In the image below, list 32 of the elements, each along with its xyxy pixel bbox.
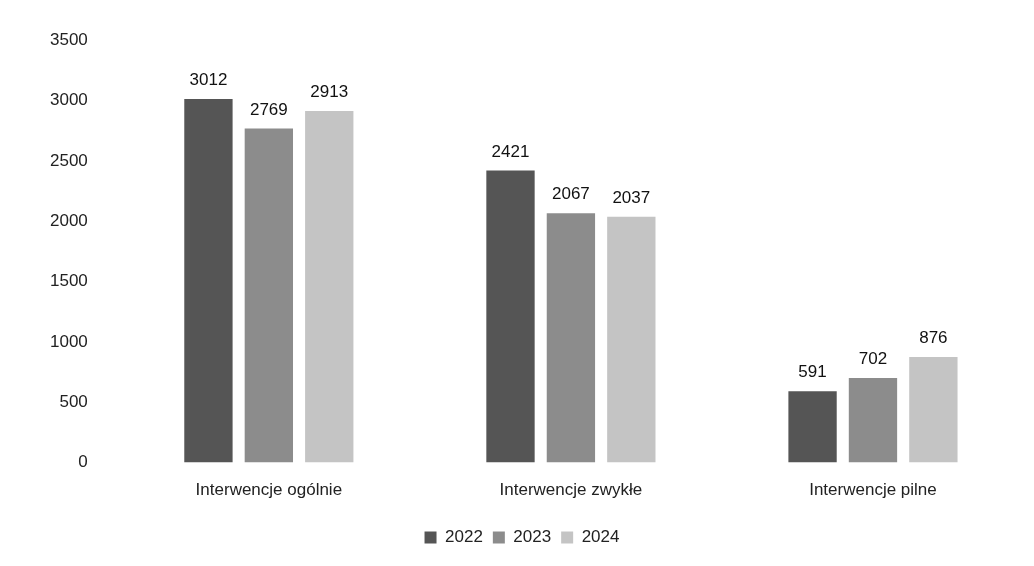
data-label: 2421 <box>491 141 530 161</box>
bar <box>244 128 294 463</box>
y-tick-label: 2000 <box>49 210 88 230</box>
data-label: 3012 <box>189 70 228 90</box>
data-label: 2037 <box>612 187 651 207</box>
data-label: 591 <box>798 362 827 382</box>
bar <box>305 111 354 463</box>
y-tick-label: 2500 <box>49 150 88 170</box>
y-tick-label: 500 <box>59 391 88 411</box>
data-label: 702 <box>858 349 888 369</box>
bar <box>486 170 535 463</box>
data-label: 2769 <box>249 99 288 119</box>
legend-label: 2023 <box>513 527 552 547</box>
bar <box>184 99 233 463</box>
x-tick-label: Interwencje pilne <box>809 480 937 500</box>
bar <box>788 391 837 463</box>
bar <box>607 216 656 463</box>
y-tick-label: 0 <box>78 452 88 472</box>
y-tick-label: 1000 <box>49 331 88 351</box>
data-label: 2067 <box>552 184 590 204</box>
bar <box>848 377 898 463</box>
legend-label: 2022 <box>445 527 483 547</box>
bar <box>909 356 958 463</box>
x-tick-label: Interwencje zwykłe <box>499 480 643 500</box>
y-tick-label: 3000 <box>49 90 88 110</box>
bar <box>546 213 596 463</box>
y-tick-label: 1500 <box>49 271 88 291</box>
y-tick-label: 3500 <box>49 29 88 49</box>
legend-label: 2024 <box>581 527 620 547</box>
x-tick-label: Interwencje ogólnie <box>195 480 343 500</box>
data-label: 876 <box>919 328 948 348</box>
data-label: 2913 <box>310 82 349 102</box>
